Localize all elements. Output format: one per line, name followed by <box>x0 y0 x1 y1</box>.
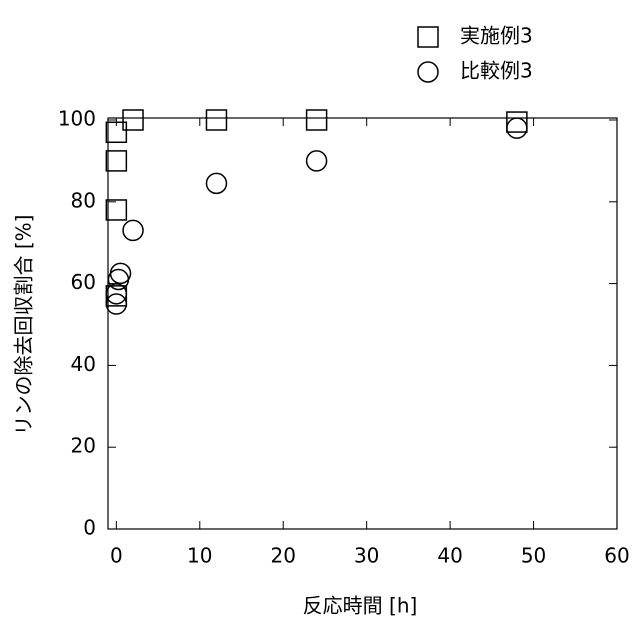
x-tick-label: 0 <box>110 544 123 568</box>
y-axis-label: リンの除去回収割合 [%] <box>12 215 36 436</box>
x-tick-label: 10 <box>187 544 212 568</box>
square-marker <box>418 27 438 47</box>
circle-marker <box>507 118 527 138</box>
circle-marker <box>123 220 143 240</box>
circle-marker <box>418 62 438 82</box>
square-marker <box>307 110 327 130</box>
legend-label: 比較例3 <box>460 59 533 83</box>
plot-frame <box>108 118 617 529</box>
x-tick-label: 30 <box>354 544 379 568</box>
y-tick-label: 80 <box>71 188 96 212</box>
circle-marker <box>111 263 131 283</box>
x-tick-label: 50 <box>521 544 546 568</box>
y-tick-label: 40 <box>71 352 96 376</box>
chart: 反応時間 [h] リンの除去回収割合 [%] 0 10 20 30 40 50 60 0 20 4… <box>0 0 640 640</box>
y-tick-label: 20 <box>71 434 96 458</box>
y-tick-label: 100 <box>58 107 96 131</box>
circle-marker <box>307 151 327 171</box>
x-tick-label: 20 <box>271 544 296 568</box>
x-axis-label: 反応時間 [h] <box>303 594 418 618</box>
x-tick-label: 60 <box>604 544 629 568</box>
y-tick-label: 60 <box>71 270 96 294</box>
square-marker <box>106 151 126 171</box>
circle-marker <box>206 173 226 193</box>
square-marker <box>206 110 226 130</box>
legend-label: 実施例3 <box>460 24 533 48</box>
x-tick-label: 40 <box>437 544 462 568</box>
y-tick-label: 0 <box>83 516 96 540</box>
square-marker <box>106 200 126 220</box>
